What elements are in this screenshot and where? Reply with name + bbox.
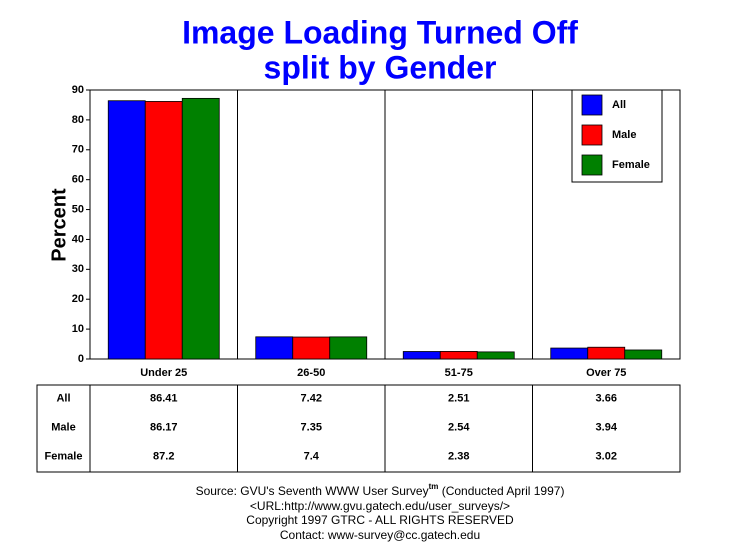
table-row-label: All [56,392,70,404]
y-tick-label: 50 [72,203,84,215]
source-line: Source: GVU's Seventh WWW User Surveytm … [196,482,565,498]
trademark: tm [429,482,439,491]
bar [329,336,368,360]
table-cell: 7.42 [301,392,322,404]
x-tick-label: 26-50 [297,367,325,379]
chart-title: Image Loading Turned Off [182,14,578,50]
y-tick-label: 10 [72,323,84,335]
x-tick-label: Under 25 [140,367,187,379]
footer-line: <URL:http://www.gvu.gatech.edu/user_surv… [250,499,510,513]
bar [550,347,589,360]
y-tick-label: 30 [72,263,84,275]
data-table [36,384,681,473]
y-tick-label: 40 [72,233,84,245]
y-tick-label: 20 [72,293,84,305]
footer-line: Contact: www-survey@cc.gatech.edu [280,528,480,542]
table-cell: 87.2 [153,450,174,462]
bar [476,351,515,360]
legend-swatch [581,154,603,176]
bar [587,346,626,360]
legend-swatch [581,94,603,116]
y-axis-label: Percent [48,188,70,262]
y-tick-label: 60 [72,174,84,186]
y-tick-label: 80 [72,114,84,126]
bar [144,101,183,360]
legend-label: Female [612,159,650,171]
table-cell: 86.17 [150,421,178,433]
y-tick-label: 0 [78,353,84,365]
table-cell: 2.38 [448,450,469,462]
legend-label: Male [612,129,636,141]
table-row-label: Female [45,450,83,462]
table-row-label: Male [51,421,75,433]
bar [292,336,331,360]
table-cell: 3.94 [596,421,618,433]
footer-line: Copyright 1997 GTRC - ALL RIGHTS RESERVE… [246,513,514,527]
y-tick-label: 90 [72,84,84,96]
table-cell: 2.54 [448,421,470,433]
table-cell: 7.35 [301,421,322,433]
source: Source: GVU's Seventh WWW User Survey [196,484,429,498]
table-cell: 2.51 [448,392,469,404]
y-tick-label: 70 [72,144,84,156]
bar [181,97,220,360]
bar [402,351,441,360]
bar [107,100,146,360]
bar [624,349,663,360]
table-cell: 3.66 [596,392,617,404]
legend-label: All [612,99,626,111]
source-note: (Conducted April 1997) [438,484,564,498]
table-cell: 3.02 [596,450,617,462]
legend-swatch [581,124,603,146]
x-tick-label: 51-75 [445,367,473,379]
table-cell: 7.4 [304,450,320,462]
bar [255,336,294,360]
x-tick-label: Over 75 [586,367,626,379]
chart-title: split by Gender [264,49,497,85]
bar [439,351,478,360]
table-cell: 86.41 [150,392,178,404]
